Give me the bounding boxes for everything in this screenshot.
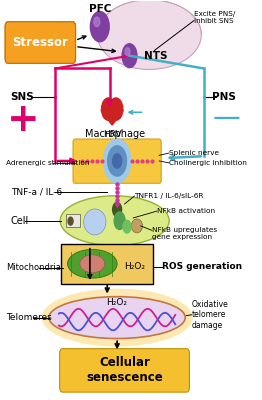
Ellipse shape [84,209,106,235]
Text: PFC: PFC [89,4,111,14]
Text: —: — [212,104,240,132]
FancyBboxPatch shape [5,22,75,63]
Ellipse shape [131,219,143,233]
Circle shape [122,44,137,68]
Text: SNS: SNS [10,92,34,102]
Circle shape [108,146,127,176]
Text: Splenic nerve: Splenic nerve [169,150,219,156]
Text: NFkB upregulates
gene expression: NFkB upregulates gene expression [152,227,217,240]
Ellipse shape [97,0,201,70]
Ellipse shape [42,289,193,346]
FancyBboxPatch shape [66,214,80,227]
Polygon shape [101,110,123,125]
Text: H₂O₂: H₂O₂ [107,298,128,307]
Text: TNFR1 / IL-6/sIL-6R: TNFR1 / IL-6/sIL-6R [134,193,204,199]
Text: HRV: HRV [103,130,122,139]
Text: PNS: PNS [212,92,236,102]
Text: Telomeres: Telomeres [6,313,51,322]
Text: Mitochondria: Mitochondria [6,263,61,272]
Circle shape [94,17,100,27]
Text: ROS generation: ROS generation [162,262,242,271]
Text: Cholinergic inhibition: Cholinergic inhibition [169,160,247,166]
FancyBboxPatch shape [61,244,153,284]
Text: Adrenergic stimulation: Adrenergic stimulation [6,160,89,166]
Circle shape [68,217,73,225]
Text: H₂O₂: H₂O₂ [124,262,146,271]
Circle shape [103,139,131,183]
FancyBboxPatch shape [73,139,161,183]
Ellipse shape [60,196,169,246]
Ellipse shape [68,250,117,278]
Text: Cellular
senescence: Cellular senescence [86,356,163,384]
Text: TNF-a / IL-6: TNF-a / IL-6 [10,188,62,196]
Circle shape [123,220,131,233]
Ellipse shape [80,255,105,273]
Text: Oxidative
telomere
damage: Oxidative telomere damage [192,300,228,330]
Circle shape [114,212,125,230]
Ellipse shape [49,297,185,338]
Text: NTS: NTS [144,51,168,61]
Circle shape [125,48,130,56]
Circle shape [90,12,109,42]
Circle shape [101,98,115,120]
Circle shape [113,202,122,217]
Circle shape [109,98,123,120]
Text: Excite PNS/
Inhibit SNS: Excite PNS/ Inhibit SNS [194,11,235,24]
Text: +: + [7,101,39,139]
FancyBboxPatch shape [6,22,75,63]
Text: Cell: Cell [10,216,29,226]
Circle shape [113,154,122,168]
FancyBboxPatch shape [60,349,189,392]
Text: Stressor: Stressor [12,36,68,49]
Text: NFkB activation: NFkB activation [157,208,215,214]
FancyBboxPatch shape [5,22,75,63]
Text: Macrophage: Macrophage [85,129,145,139]
